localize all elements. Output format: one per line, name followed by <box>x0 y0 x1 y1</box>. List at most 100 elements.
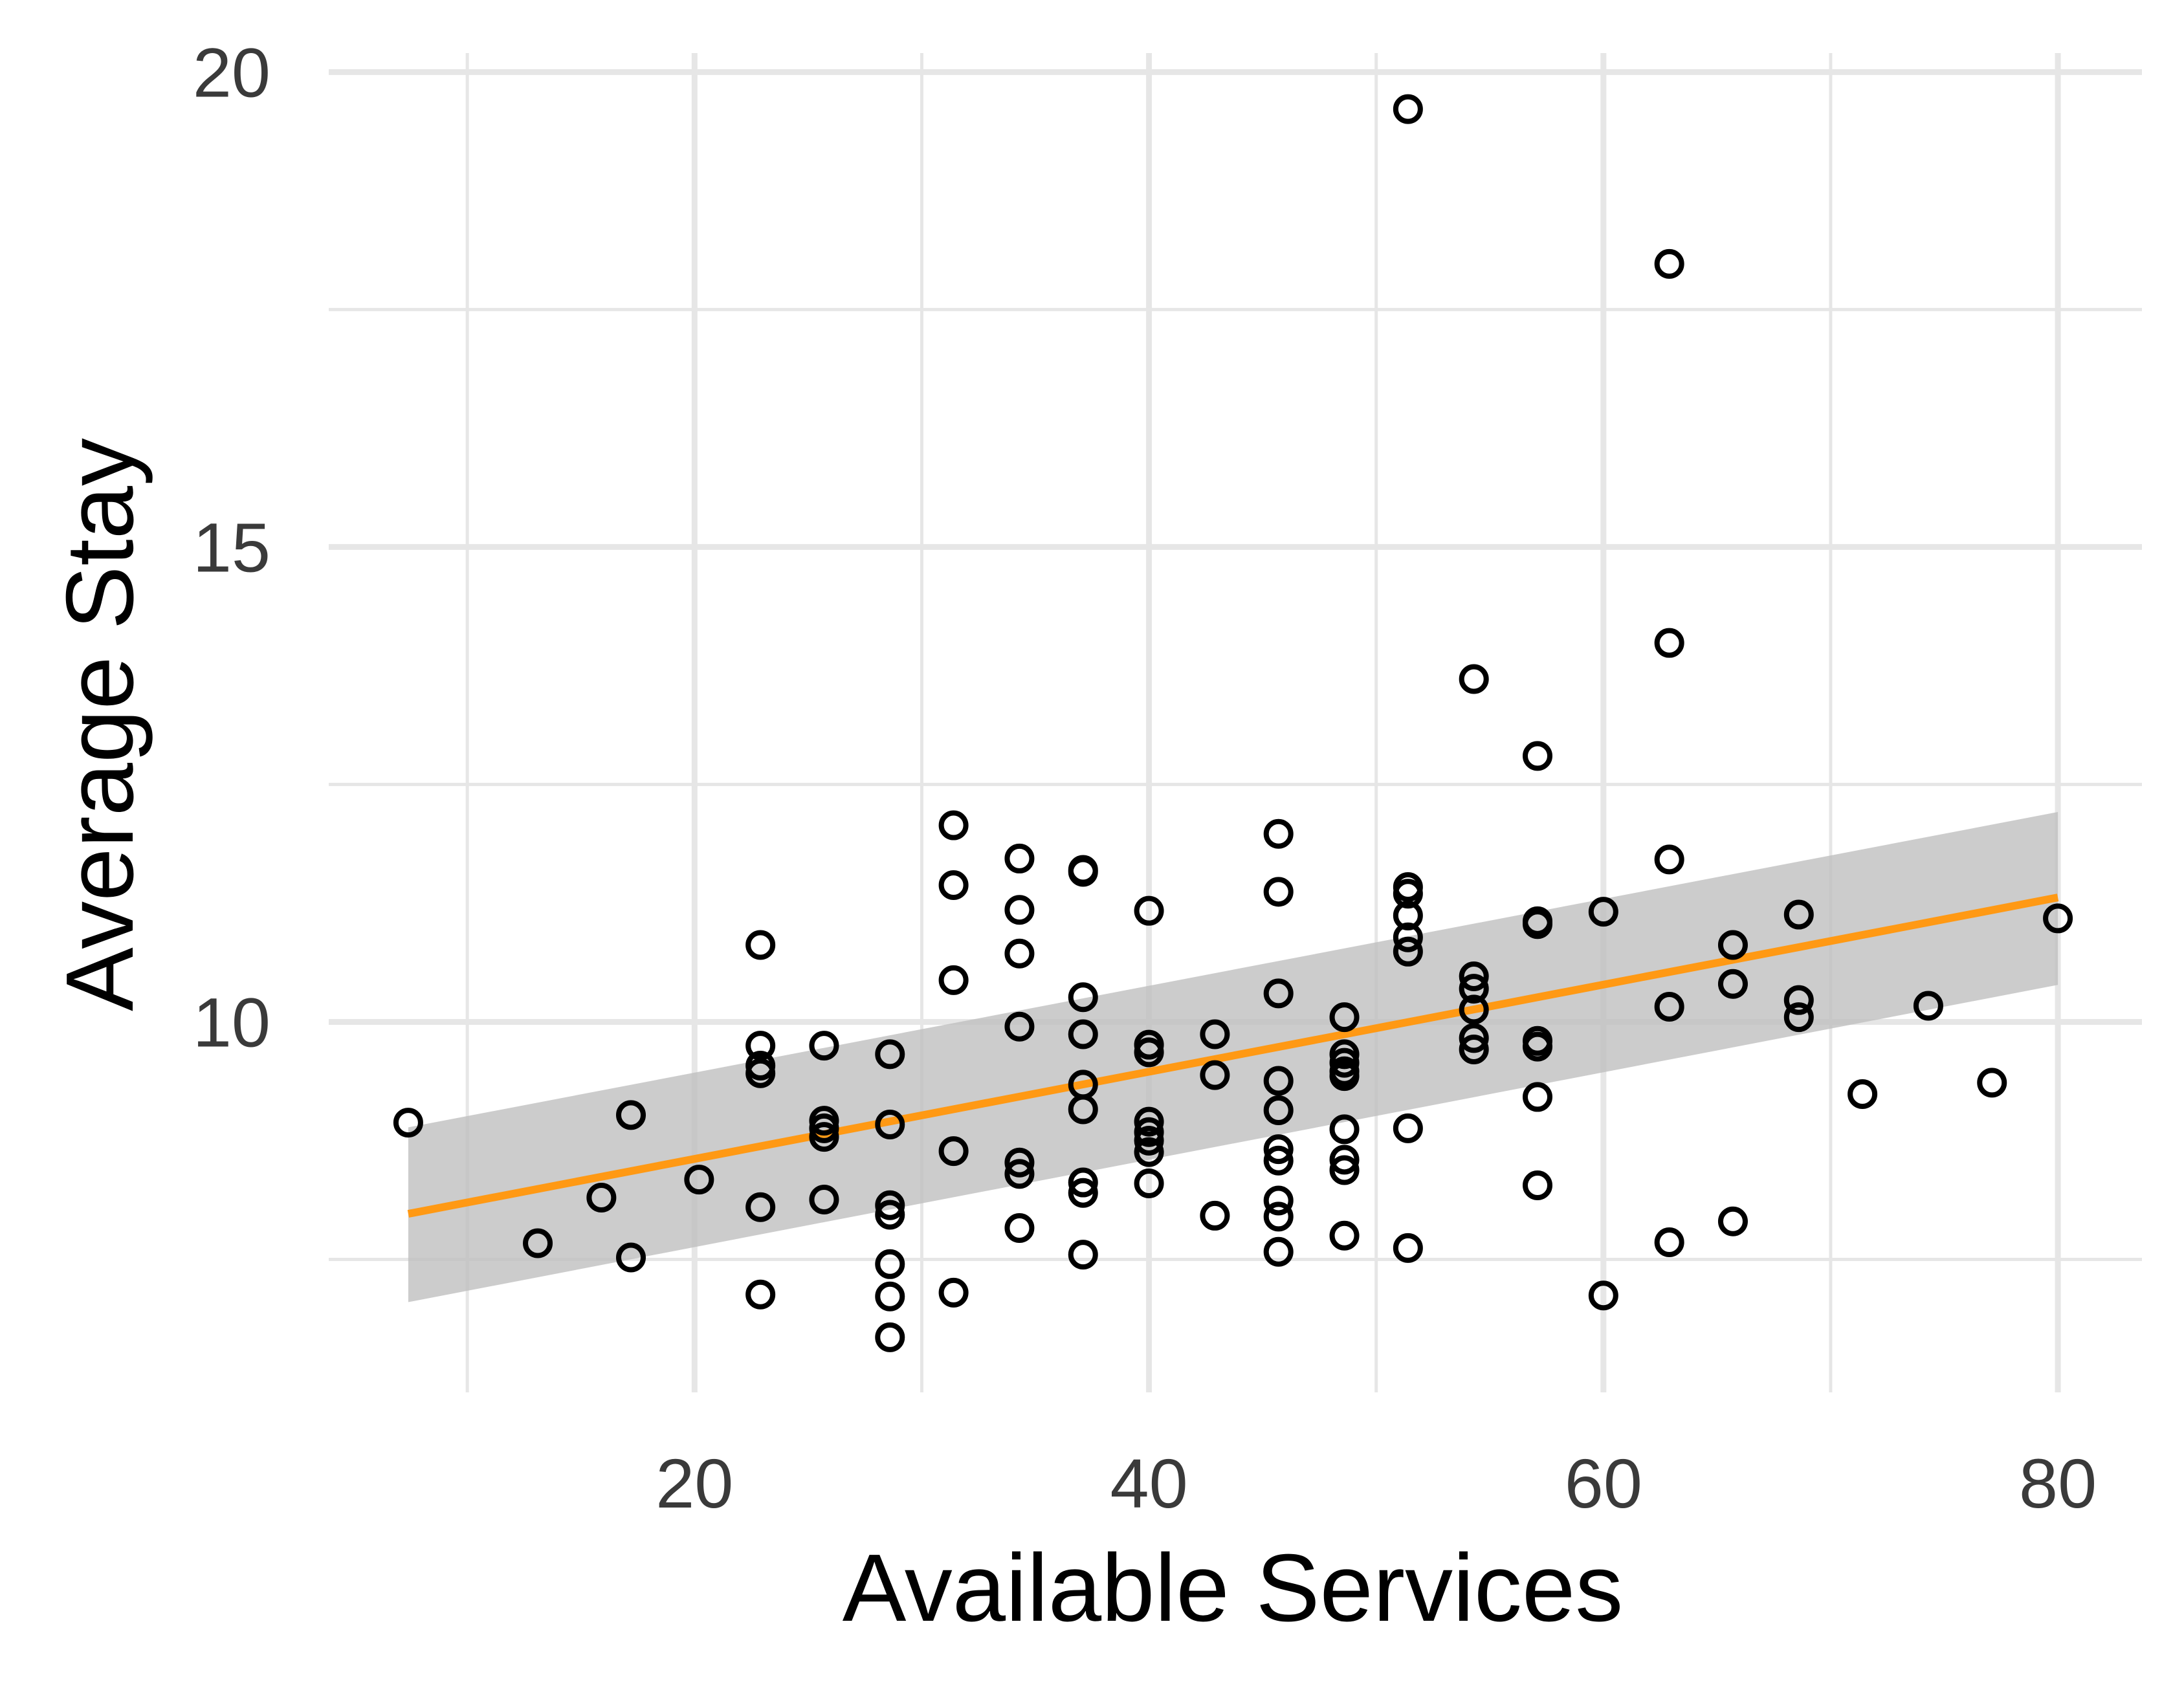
data-point-44 <box>1068 1240 1098 1270</box>
data-point-64 <box>1263 1202 1294 1232</box>
data-point-71 <box>1329 1114 1360 1145</box>
data-point-37 <box>1068 855 1098 885</box>
data-point-39 <box>1068 1019 1098 1049</box>
data-point-12 <box>809 1031 839 1061</box>
y-tick-label-1: 15 <box>193 508 270 586</box>
data-point-21 <box>875 1249 905 1279</box>
data-point-74 <box>1329 1220 1360 1251</box>
data-point-32 <box>1004 1011 1035 1042</box>
x-axis-title: Available Services <box>843 1535 1624 1641</box>
data-point-24 <box>938 810 969 840</box>
tick-labels: 20 40 60 80 10 15 20 <box>193 33 2097 1522</box>
data-point-52 <box>1134 1169 1164 1199</box>
y-tick-label-0: 10 <box>193 983 270 1061</box>
data-point-95 <box>1523 1170 1552 1200</box>
data-point-45 <box>1134 895 1164 926</box>
data-point-65 <box>1263 1236 1294 1267</box>
data-point-99 <box>1654 628 1684 658</box>
x-tick-label-1: 40 <box>1110 1444 1188 1522</box>
data-point-81 <box>1393 1113 1423 1143</box>
data-point-77 <box>1393 879 1423 909</box>
data-point-60 <box>1263 1095 1294 1125</box>
data-point-68 <box>1329 1048 1360 1078</box>
data-point-22 <box>875 1281 905 1311</box>
data-point-38 <box>1068 982 1098 1013</box>
data-point-82 <box>1393 1233 1423 1263</box>
data-point-20 <box>875 1200 905 1230</box>
data-point-3 <box>616 1100 646 1130</box>
data-point-7 <box>745 1031 776 1061</box>
data-point-62 <box>1263 1145 1294 1176</box>
data-point-94 <box>1523 1082 1552 1112</box>
data-point-98 <box>1654 248 1684 279</box>
data-point-79 <box>1393 922 1423 952</box>
data-point-4 <box>616 1242 646 1273</box>
data-point-6 <box>745 930 776 960</box>
data-point-70 <box>1329 1061 1360 1092</box>
data-point-75 <box>1393 94 1423 124</box>
data-point-103 <box>1717 930 1748 960</box>
data-point-51 <box>1134 1137 1164 1167</box>
trend-line-group <box>407 894 2059 1218</box>
data-point-89 <box>1523 741 1552 771</box>
data-point-26 <box>938 965 969 995</box>
data-point-30 <box>1004 895 1035 925</box>
data-point-48 <box>1134 1106 1164 1137</box>
data-point-85 <box>1459 974 1489 1004</box>
y-axis-title: Average Stay <box>47 438 153 1011</box>
y-tick-label-2: 20 <box>193 33 270 111</box>
data-point-33 <box>1004 1147 1035 1178</box>
data-point-14 <box>809 1113 839 1143</box>
x-tick-label-0: 20 <box>656 1444 733 1522</box>
data-point-109 <box>1848 1079 1878 1110</box>
data-point-42 <box>1068 1167 1098 1198</box>
data-point-86 <box>1459 994 1489 1025</box>
data-point-50 <box>1134 1125 1164 1156</box>
data-point-16 <box>809 1184 839 1214</box>
data-point-108 <box>1783 1002 1814 1033</box>
data-point-27 <box>938 1136 969 1167</box>
data-point-15 <box>809 1122 839 1152</box>
data-point-67 <box>1329 1039 1360 1070</box>
data-point-97 <box>1588 1280 1618 1311</box>
data-point-112 <box>2043 903 2073 934</box>
data-point-87 <box>1459 1023 1489 1053</box>
data-point-43 <box>1068 1178 1098 1208</box>
data-point-111 <box>1977 1068 2007 1098</box>
data-point-9 <box>745 1058 776 1088</box>
data-point-25 <box>938 870 969 901</box>
data-point-5 <box>684 1165 714 1195</box>
data-point-63 <box>1263 1185 1294 1216</box>
trend-line <box>407 894 2059 1218</box>
data-point-11 <box>745 1279 776 1310</box>
data-point-31 <box>1004 938 1035 969</box>
data-points <box>393 94 2073 1352</box>
data-point-78 <box>1393 901 1423 931</box>
data-point-19 <box>875 1190 905 1220</box>
data-point-28 <box>938 1277 969 1308</box>
data-point-110 <box>1913 991 1943 1021</box>
data-point-105 <box>1717 1206 1748 1236</box>
data-point-80 <box>1393 936 1423 967</box>
data-point-66 <box>1329 1002 1360 1033</box>
data-point-35 <box>1004 1213 1035 1244</box>
data-point-29 <box>1004 843 1035 873</box>
data-point-106 <box>1783 899 1814 930</box>
data-point-72 <box>1329 1145 1360 1175</box>
data-point-23 <box>875 1322 905 1352</box>
data-point-58 <box>1263 978 1294 1009</box>
data-point-61 <box>1263 1134 1294 1165</box>
data-point-91 <box>1523 909 1552 939</box>
data-point-73 <box>1329 1155 1360 1185</box>
data-point-107 <box>1783 985 1814 1015</box>
grid-lines <box>329 53 2142 1392</box>
data-point-55 <box>1200 1200 1230 1231</box>
data-point-100 <box>1654 844 1684 875</box>
data-point-104 <box>1717 969 1748 999</box>
data-point-47 <box>1134 1037 1164 1068</box>
data-point-53 <box>1200 1019 1230 1049</box>
data-point-18 <box>875 1110 905 1139</box>
data-point-93 <box>1523 1031 1552 1062</box>
data-point-101 <box>1654 991 1684 1022</box>
